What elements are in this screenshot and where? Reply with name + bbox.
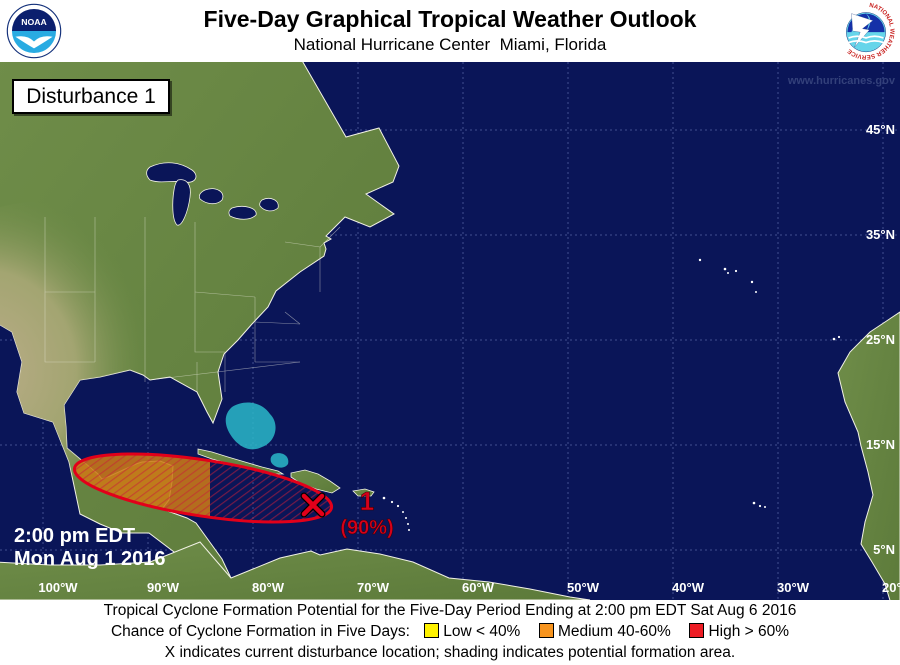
- svg-text:60°W: 60°W: [462, 580, 495, 595]
- svg-text:70°W: 70°W: [357, 580, 390, 595]
- svg-text:100°W: 100°W: [38, 580, 78, 595]
- svg-text:50°W: 50°W: [567, 580, 600, 595]
- svg-text:5°N: 5°N: [873, 542, 895, 557]
- svg-text:80°W: 80°W: [252, 580, 285, 595]
- svg-text:1: 1: [360, 486, 374, 516]
- svg-text:20°W: 20°W: [882, 580, 900, 595]
- svg-text:15°N: 15°N: [866, 437, 895, 452]
- svg-text:35°N: 35°N: [866, 227, 895, 242]
- svg-text:90°W: 90°W: [147, 580, 180, 595]
- svg-text:25°N: 25°N: [866, 332, 895, 347]
- svg-text:40°W: 40°W: [672, 580, 705, 595]
- svg-text:(90%): (90%): [340, 517, 393, 539]
- svg-text:www.hurricanes.gov: www.hurricanes.gov: [787, 75, 896, 87]
- svg-text:30°W: 30°W: [777, 580, 810, 595]
- svg-text:45°N: 45°N: [866, 122, 895, 137]
